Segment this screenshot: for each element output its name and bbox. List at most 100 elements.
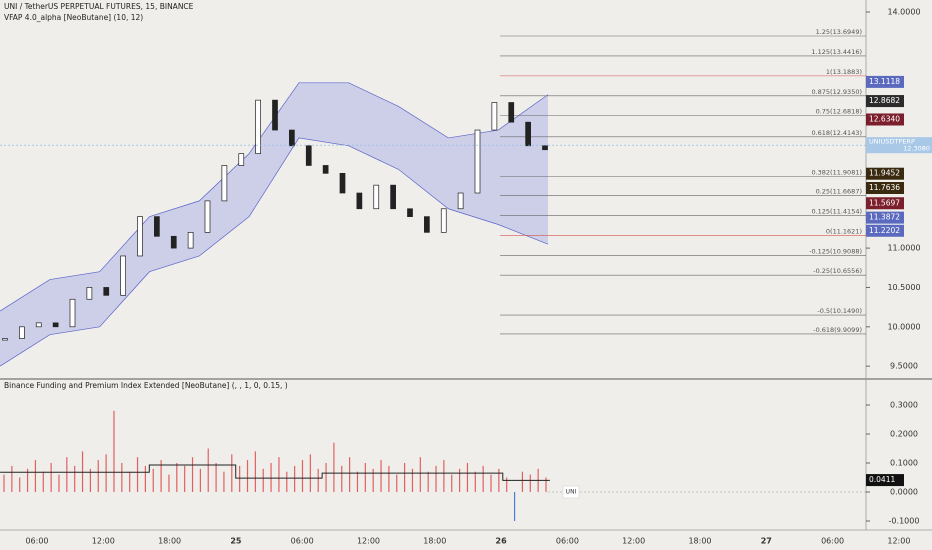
indicator-tick-label: 0.1000 [890,459,918,468]
candle [440,208,447,233]
candle [289,129,295,147]
time-label: 12:00 [887,537,910,546]
time-label: 06:00 [821,537,844,546]
candle [204,200,211,233]
time-label: 06:00 [291,537,314,546]
price-tag [866,197,904,210]
indicator-tick-label: -0.1000 [889,517,920,526]
candle [525,121,531,147]
price-tag [866,182,904,195]
candle [238,153,245,166]
time-label: 27 [761,537,772,546]
price-tick-label: 10.0000 [887,322,920,331]
price-tag-label: 11.7636 [869,183,900,192]
fib-label: 1(13.1883) [826,68,862,76]
time-label: 18:00 [158,537,181,546]
candle [19,326,25,339]
fib-label: 0.618(12.4143) [811,129,862,137]
candle [86,287,93,300]
fib-label: 0.875(12.9350) [811,88,862,96]
candle [2,338,8,341]
candle [103,287,110,296]
indicator-tick-label: 0.2000 [890,430,918,439]
band-fill [0,82,548,367]
candle [356,192,363,210]
candle [137,216,143,257]
candle [187,232,194,249]
fib-label: 1.125(13.4416) [811,48,862,56]
time-label: 25 [230,537,242,546]
candle [542,145,548,151]
fib-label: 0.382(11.9081) [811,169,862,177]
fib-label: 0.25(11.6687) [816,187,862,195]
candle [255,99,261,155]
price-tag-label: 13.1118 [869,77,900,86]
band-line [0,137,549,367]
time-label: 26 [496,537,508,546]
candle [457,192,464,210]
time-label: 12:00 [92,537,115,546]
fib-label: 0.75(12.6818) [816,108,862,116]
price-tag [866,211,904,224]
candle [322,165,329,174]
fib-label: -0.125(10.9088) [809,247,862,255]
last-price-value: 12.3080 [903,145,930,153]
indicator-pane [0,380,866,530]
candle [35,322,42,328]
candle [305,145,312,166]
fib-label: 0(11.1621) [826,227,862,235]
candle [154,216,160,237]
uni-tag-box [562,485,580,499]
fib-label: -0.25(10.6556) [813,267,862,275]
fib-label: 1.25(13.6949) [816,28,862,36]
candle [69,298,76,328]
symbol-title: UNI / TetherUS PERPETUAL FUTURES, 15, BI… [4,2,194,11]
candle [373,184,380,210]
candle [52,322,59,328]
time-label: 06:00 [556,537,579,546]
time-label: 06:00 [25,537,48,546]
candle [272,99,278,131]
price-tag-label: 12.6340 [869,115,900,124]
price-tag [866,167,904,180]
candle [390,184,396,210]
uni-tag: UNI [566,489,577,496]
price-tag [866,95,904,108]
fib-label: -0.5(10.1490) [817,307,862,315]
price-tag-label: 11.9452 [869,169,900,178]
candle [508,102,515,123]
last-price-tag [866,137,932,154]
price-tick-label: 9.5000 [890,362,918,371]
fib-label: 0.125(11.4154) [811,207,862,215]
time-label: 18:00 [688,537,711,546]
price-axis [866,0,932,550]
candle [474,129,481,194]
indicator-title: Binance Funding and Premium Index Extend… [4,381,288,390]
indicator-last-tag [866,474,904,487]
indicator-last-label: 0.0411 [869,475,895,484]
candle [491,102,498,131]
price-tag-label: 11.5697 [869,198,900,207]
price-tick-label: 14.0000 [887,8,920,17]
candle [407,208,413,217]
indicator-tick-label: 0.0000 [890,488,918,497]
candle [120,255,126,296]
price-tag-label: 11.3872 [869,213,900,222]
fib-label: -0.618(9.9099) [813,326,862,334]
study-title: VFAP 4.0_alpha [NeoButane] (10, 12) [4,13,143,22]
price-tag [866,75,904,88]
time-label: 12:00 [622,537,645,546]
price-tag [866,224,904,237]
candle [170,235,177,249]
candle [424,216,430,233]
last-price-name: UNIUSDTPERP [869,138,915,146]
price-tick-label: 10.5000 [887,283,920,292]
price-tag-label: 11.2202 [869,226,900,235]
price-tick-label: 11.0000 [887,244,920,253]
price-tag [866,113,904,126]
price-tag-label: 12.8682 [869,96,900,105]
premium-line [0,464,550,481]
candle [339,172,346,194]
candle [221,165,228,202]
